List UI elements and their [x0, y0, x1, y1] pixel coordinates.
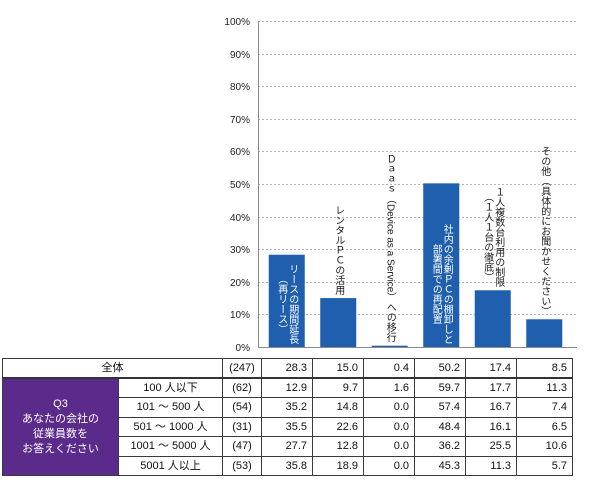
value-cell: 45.3 — [414, 455, 466, 476]
value-cell: 57.4 — [414, 397, 466, 418]
y-tick-label-0: 0% — [236, 343, 251, 352]
table-row-total: 全体 (247) 28.3 15.0 0.4 50.2 17.4 8.5 — [2, 358, 573, 379]
y-tick-label-30: 30% — [230, 245, 250, 256]
value-cell: 48.4 — [414, 416, 466, 437]
value-cell: 25.5 — [465, 436, 517, 457]
value-cell: 1.6 — [363, 377, 415, 398]
question-id: Q3 — [53, 398, 68, 410]
table-row: 5001 人以上 (53) 35.8 18.9 0.0 45.3 11.3 5.… — [3, 455, 573, 476]
value-cell: 35.2 — [261, 397, 313, 418]
value-cell: 7.4 — [516, 397, 573, 418]
bar-3 — [371, 345, 408, 347]
value-cell: 18.9 — [312, 455, 364, 476]
question-text: あなたの会社の 従業員数を お答えください — [22, 413, 99, 455]
value-cell: 0.0 — [363, 397, 415, 418]
row-label: 5001 人以上 — [118, 455, 223, 476]
value-cell: 28.3 — [261, 358, 313, 379]
sample-size: (54) — [222, 397, 262, 418]
value-cell: 35.5 — [261, 416, 313, 437]
y-tick-label-70: 70% — [230, 115, 250, 126]
value-cell: 17.7 — [465, 377, 517, 398]
row-label: 101 ～ 500 人 — [118, 397, 223, 418]
value-cell: 5.7 — [516, 455, 573, 476]
row-label-total: 全体 — [2, 358, 223, 379]
value-cell: 59.7 — [414, 377, 466, 398]
value-cell: 8.5 — [516, 358, 573, 379]
question-header: Q3 あなたの会社の 従業員数を お答えください — [2, 377, 119, 476]
value-cell: 9.7 — [312, 377, 364, 398]
bar-4 — [423, 183, 460, 347]
value-cell: 14.8 — [312, 397, 364, 418]
value-cell: 6.5 — [516, 416, 573, 437]
y-tick-label-60: 60% — [230, 147, 250, 158]
bar-chart: 0% 10% 20% 30% 40% 50% 60% 70% 80% 90% 100% — [224, 17, 577, 352]
value-cell: 11.3 — [465, 455, 517, 476]
sample-size: (47) — [222, 436, 262, 457]
value-cell: 0.0 — [363, 436, 415, 457]
value-cell: 0.0 — [363, 416, 415, 437]
value-cell: 12.9 — [261, 377, 313, 398]
value-cell: 22.6 — [312, 416, 364, 437]
y-tick-label-80: 80% — [230, 82, 250, 93]
value-cell: 15.0 — [312, 358, 364, 379]
y-tick-label-90: 90% — [230, 50, 250, 61]
bar-1 — [268, 254, 305, 347]
bar-5 — [474, 290, 511, 347]
value-cell: 35.8 — [261, 455, 313, 476]
value-cell: 17.4 — [465, 358, 517, 379]
value-cell: 16.7 — [465, 397, 517, 418]
sample-size: (31) — [222, 416, 262, 437]
sample-size: (53) — [222, 455, 262, 476]
data-table: 全体 (247) 28.3 15.0 0.4 50.2 17.4 8.5 Q3 … — [2, 358, 573, 476]
row-label: 100 人以下 — [118, 377, 223, 398]
value-cell: 10.6 — [516, 436, 573, 457]
y-tick-label-50: 50% — [230, 180, 250, 191]
bar-2 — [320, 298, 357, 347]
value-cell: 27.7 — [261, 436, 313, 457]
row-label: 501 ～ 1000 人 — [118, 416, 223, 437]
value-cell: 11.3 — [516, 377, 573, 398]
value-cell: 0.0 — [363, 455, 415, 476]
y-tick-label-10: 10% — [230, 310, 250, 321]
table-row: Q3 あなたの会社の 従業員数を お答えください 100 人以下 (62) 12… — [2, 377, 573, 476]
y-tick-label-40: 40% — [230, 213, 250, 224]
sample-size: (62) — [222, 377, 262, 398]
value-cell: 36.2 — [414, 436, 466, 457]
y-tick-label-20: 20% — [230, 278, 250, 289]
y-tick-label-100: 100% — [224, 17, 250, 28]
row-label: 1001 ～ 5000 人 — [118, 436, 223, 457]
bar-6 — [526, 319, 563, 347]
value-cell: 12.8 — [312, 436, 364, 457]
sample-size: (247) — [222, 358, 262, 379]
value-cell: 16.1 — [465, 416, 517, 437]
value-cell: 0.4 — [363, 358, 415, 379]
value-cell: 50.2 — [414, 358, 466, 379]
